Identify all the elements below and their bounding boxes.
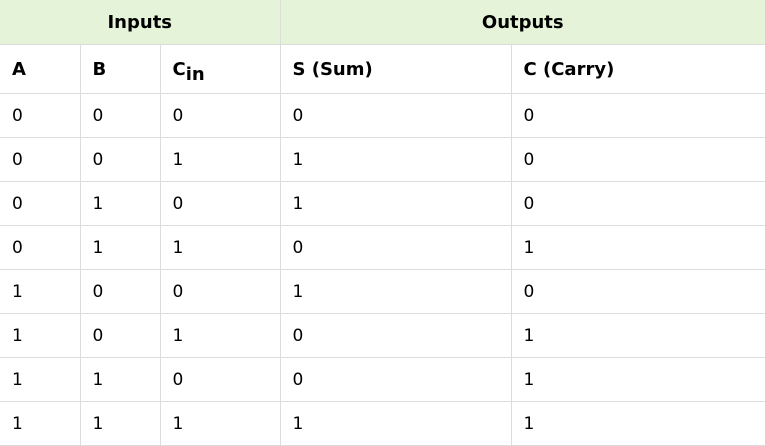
column-header-carry: C (Carry)	[510, 44, 765, 94]
cell-sum: 1	[279, 181, 512, 226]
cell-sum: 0	[279, 313, 512, 358]
cell-carry: 0	[510, 269, 765, 314]
column-header-cin: Cin	[159, 44, 281, 94]
cell-b: 0	[79, 269, 161, 314]
table-row: 1 1 0 0 1	[0, 357, 765, 402]
cell-carry: 1	[510, 225, 765, 270]
table-row: 0 0 1 1 0	[0, 137, 765, 182]
cell-a: 1	[0, 357, 81, 402]
cell-a: 1	[0, 401, 81, 446]
cell-b: 1	[79, 225, 161, 270]
table-row: 0 1 1 0 1	[0, 225, 765, 270]
cin-label: C	[172, 58, 186, 80]
cell-cin: 0	[159, 181, 281, 226]
cell-carry: 0	[510, 93, 765, 138]
cell-a: 1	[0, 269, 81, 314]
cell-b: 0	[79, 137, 161, 182]
table-row: 0 0 0 0 0	[0, 93, 765, 138]
table-row: 1 0 0 1 0	[0, 269, 765, 314]
cell-b: 0	[79, 313, 161, 358]
cell-sum: 0	[279, 225, 512, 270]
cell-carry: 0	[510, 137, 765, 182]
column-header-a: A	[0, 44, 81, 94]
cell-a: 0	[0, 225, 81, 270]
cell-a: 0	[0, 137, 81, 182]
cell-a: 1	[0, 313, 81, 358]
cell-b: 1	[79, 181, 161, 226]
cell-a: 0	[0, 93, 81, 138]
cell-carry: 1	[510, 401, 765, 446]
cell-carry: 1	[510, 357, 765, 402]
column-header-row: A B Cin S (Sum) C (Carry)	[0, 44, 765, 94]
table-row: 1 1 1 1 1	[0, 401, 765, 446]
column-header-b: B	[79, 44, 161, 94]
cell-cin: 0	[159, 93, 281, 138]
cell-carry: 1	[510, 313, 765, 358]
cell-cin: 1	[159, 137, 281, 182]
cell-b: 0	[79, 93, 161, 138]
inputs-group-header: Inputs	[0, 0, 281, 45]
cell-sum: 1	[279, 269, 512, 314]
cell-b: 1	[79, 357, 161, 402]
cell-cin: 1	[159, 401, 281, 446]
group-header-row: Inputs Outputs	[0, 0, 765, 45]
cell-cin: 0	[159, 357, 281, 402]
cell-cin: 0	[159, 269, 281, 314]
cell-carry: 0	[510, 181, 765, 226]
cell-b: 1	[79, 401, 161, 446]
cell-a: 0	[0, 181, 81, 226]
cell-cin: 1	[159, 225, 281, 270]
table-row: 1 0 1 0 1	[0, 313, 765, 358]
column-header-sum: S (Sum)	[279, 44, 512, 94]
cell-sum: 1	[279, 137, 512, 182]
cin-subscript: in	[185, 63, 205, 85]
outputs-group-header: Outputs	[279, 0, 765, 45]
cell-cin: 1	[159, 313, 281, 358]
cell-sum: 0	[279, 93, 512, 138]
table-row: 0 1 0 1 0	[0, 181, 765, 226]
cell-sum: 0	[279, 357, 512, 402]
cell-sum: 1	[279, 401, 512, 446]
